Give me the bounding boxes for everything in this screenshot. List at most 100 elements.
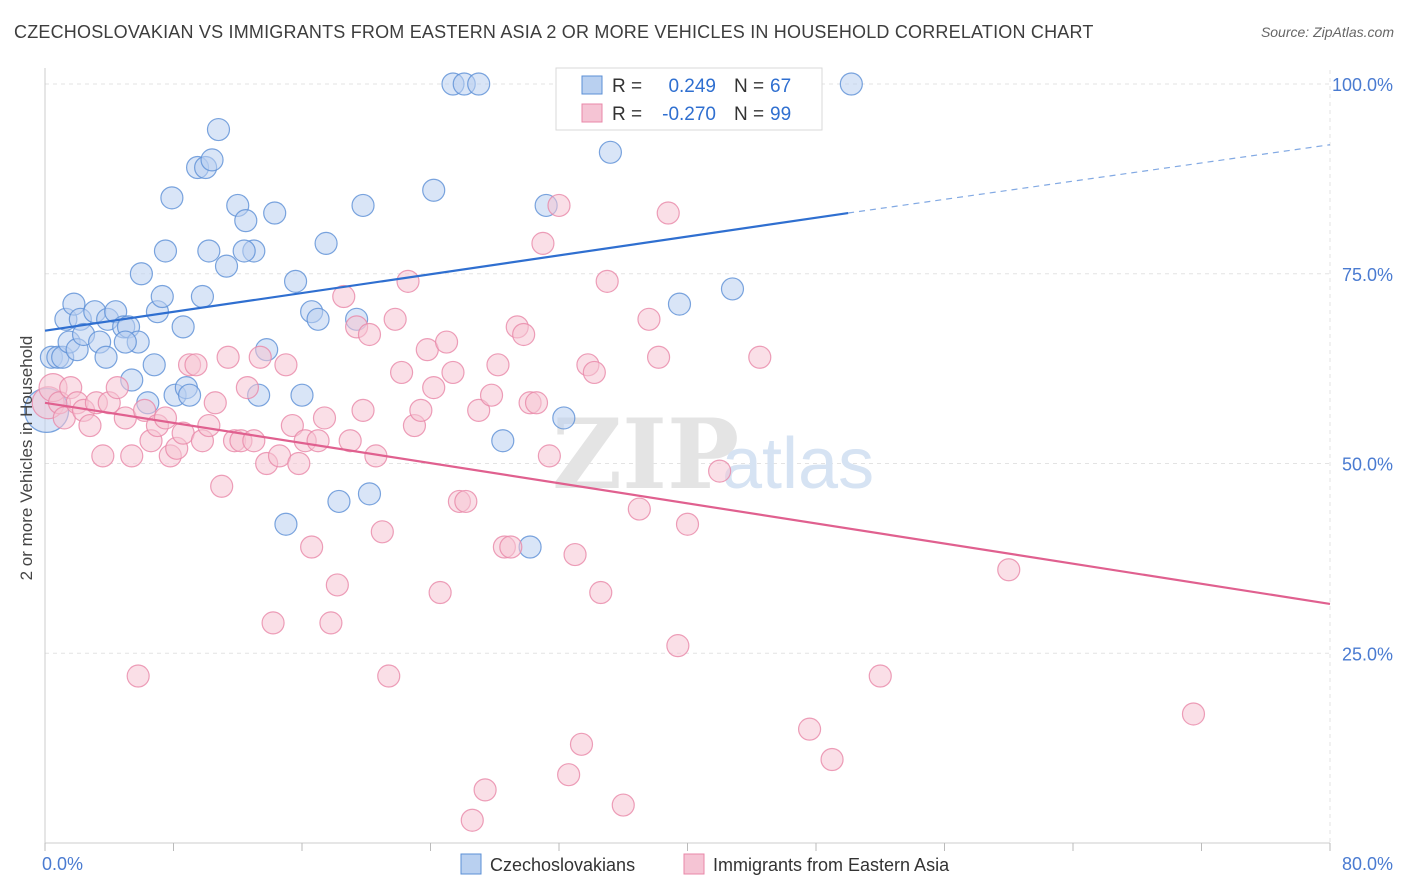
point-immigrants-eastern-asia-27: [210, 474, 234, 498]
watermark-zip: ZIP: [552, 398, 739, 511]
legend-swatch-blue: [581, 75, 603, 95]
point-czechoslovakians-46: [314, 231, 338, 255]
point-immigrants-eastern-asia-90: [646, 345, 671, 369]
trend-line-czechoslovakians-extension: [848, 144, 1331, 214]
point-czechoslovakians-60: [667, 292, 692, 316]
point-czechoslovakians-26: [171, 315, 195, 339]
point-czechoslovakians-36: [234, 209, 258, 233]
point-immigrants-eastern-asia-66: [460, 808, 484, 832]
point-immigrants-eastern-asia-81: [563, 542, 587, 567]
legend-series-name-blue: Czechoslovakians: [490, 855, 635, 875]
point-immigrants-eastern-asia-39: [287, 451, 311, 476]
legend-r-value-blue: 0.249: [668, 76, 716, 97]
y-tick-label-50: 50.0%: [1342, 455, 1393, 475]
point-czechoslovakians-22: [150, 284, 174, 309]
point-immigrants-eastern-asia-31: [235, 376, 259, 400]
legend-r-label-pink: R =: [612, 104, 642, 125]
legend-series: Czechoslovakians Immigrants from Eastern…: [460, 853, 950, 875]
point-immigrants-eastern-asia-85: [589, 580, 613, 605]
point-czechoslovakians-42: [283, 269, 308, 293]
point-immigrants-eastern-asia-100: [1181, 702, 1206, 726]
point-immigrants-eastern-asia-93: [675, 512, 700, 536]
point-immigrants-eastern-asia-18: [153, 406, 178, 430]
point-immigrants-eastern-asia-74: [512, 322, 536, 347]
point-immigrants-eastern-asia-32: [242, 429, 266, 453]
trend-lines: [44, 144, 1331, 606]
point-immigrants-eastern-asia-82: [569, 732, 594, 756]
point-immigrants-eastern-asia-41: [300, 535, 324, 559]
legend-n-value-pink: 99: [770, 104, 791, 125]
point-czechoslovakians-54: [467, 72, 491, 96]
watermark-atlas: atlas: [722, 424, 874, 504]
legend-stats: R = 0.249 N = 67 R = -0.270 N = 99: [555, 67, 823, 131]
point-czechoslovakians-65: [94, 345, 118, 369]
point-immigrants-eastern-asia-65: [454, 489, 478, 514]
point-czechoslovakians-47: [327, 489, 351, 514]
point-immigrants-eastern-asia-49: [351, 398, 375, 422]
point-czechoslovakians-51: [422, 178, 446, 202]
point-immigrants-eastern-asia-50: [357, 322, 382, 347]
point-immigrants-eastern-asia-78: [537, 444, 561, 468]
point-immigrants-eastern-asia-43: [312, 406, 337, 430]
point-czechoslovakians-33: [206, 117, 231, 142]
point-immigrants-eastern-asia-70: [486, 353, 510, 377]
point-immigrants-eastern-asia-80: [557, 763, 581, 787]
y-axis-label: 2 or more Vehicles in Household: [17, 336, 36, 581]
point-czechoslovakians-58: [552, 406, 576, 430]
point-immigrants-eastern-asia-33: [248, 345, 272, 369]
point-czechoslovakians-66: [190, 284, 215, 309]
point-immigrants-eastern-asia-79: [547, 193, 571, 218]
trend-line-immigrants-eastern-asia: [44, 401, 1331, 606]
point-immigrants-eastern-asia-98: [868, 664, 892, 688]
point-immigrants-eastern-asia-94: [708, 459, 732, 483]
point-immigrants-eastern-asia-42: [306, 429, 330, 453]
point-czechoslovakians-40: [263, 201, 287, 225]
point-czechoslovakians-23: [153, 239, 178, 263]
point-immigrants-eastern-asia-47: [338, 429, 362, 453]
x-tick-label-max: 80.0%: [1342, 854, 1393, 874]
trend-line-czechoslovakians: [44, 211, 849, 332]
point-czechoslovakians-41: [274, 512, 298, 536]
point-immigrants-eastern-asia-92: [666, 634, 690, 658]
point-czechoslovakians-31: [197, 239, 221, 263]
point-immigrants-eastern-asia-89: [637, 307, 661, 331]
point-czechoslovakians-34: [214, 254, 239, 278]
legend-n-value-blue: 67: [770, 76, 791, 97]
y-tick-label-25: 25.0%: [1342, 644, 1393, 664]
point-czechoslovakians-32: [200, 148, 224, 172]
point-immigrants-eastern-asia-55: [389, 360, 414, 385]
point-czechoslovakians-28: [177, 383, 202, 407]
point-immigrants-eastern-asia-60: [422, 376, 446, 400]
point-immigrants-eastern-asia-84: [582, 360, 606, 385]
point-immigrants-eastern-asia-56: [396, 269, 420, 293]
point-immigrants-eastern-asia-44: [319, 611, 343, 635]
point-czechoslovakians-49: [351, 193, 375, 218]
point-immigrants-eastern-asia-58: [409, 398, 433, 422]
point-czechoslovakians-59: [598, 140, 623, 164]
chart-title: CZECHOSLOVAKIAN VS IMMIGRANTS FROM EASTE…: [14, 22, 1094, 42]
series-immigrants-eastern-asia-points: [31, 193, 1206, 832]
point-immigrants-eastern-asia-61: [428, 580, 452, 605]
point-czechoslovakians-50: [357, 482, 382, 506]
point-immigrants-eastern-asia-45: [325, 573, 349, 597]
point-immigrants-eastern-asia-26: [203, 391, 227, 415]
legend-series-swatch-pink: [683, 853, 705, 875]
point-immigrants-eastern-asia-46: [332, 284, 356, 309]
legend-series-name-pink: Immigrants from Eastern Asia: [713, 855, 950, 875]
point-immigrants-eastern-asia-88: [627, 497, 651, 521]
point-immigrants-eastern-asia-38: [280, 413, 304, 438]
point-immigrants-eastern-asia-28: [216, 345, 240, 369]
point-immigrants-eastern-asia-52: [370, 520, 394, 544]
point-immigrants-eastern-asia-72: [499, 535, 523, 559]
point-czechoslovakians-63: [232, 239, 256, 263]
point-immigrants-eastern-asia-13: [120, 444, 144, 468]
series-czechoslovakians-points: [24, 72, 863, 559]
point-immigrants-eastern-asia-96: [797, 717, 822, 741]
y-tick-label-75: 75.0%: [1342, 265, 1393, 285]
axes: [44, 68, 1331, 851]
point-immigrants-eastern-asia-7: [78, 413, 102, 438]
x-tick-label-min: 0.0%: [42, 854, 83, 874]
point-immigrants-eastern-asia-63: [441, 360, 465, 385]
point-immigrants-eastern-asia-23: [184, 353, 208, 377]
